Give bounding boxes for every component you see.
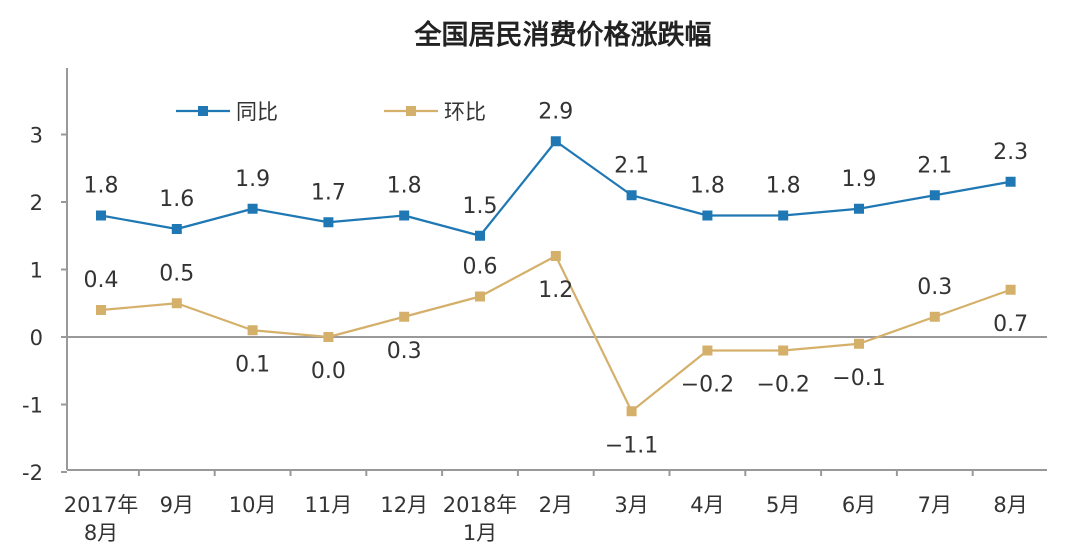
x-tick-label: 2017年 8月 (64, 493, 138, 545)
data-label: 1.6 (159, 187, 194, 212)
series-2-point (475, 291, 485, 302)
data-label: 0.3 (917, 275, 952, 300)
data-label: 1.9 (235, 167, 270, 192)
x-tick-label: 5月 (766, 493, 800, 517)
x-tick-label-line: 1月 (463, 521, 497, 545)
series-1-point (550, 136, 561, 147)
x-tick-label: 8月 (993, 493, 1027, 517)
data-label: 1.9 (842, 167, 877, 192)
x-tick-label-line: 3月 (614, 493, 648, 517)
x-tick-label-line: 4月 (690, 493, 724, 517)
x-tick-label-line: 10月 (229, 493, 277, 517)
x-tick-label-line: 6月 (842, 493, 876, 517)
series-1-point (702, 210, 713, 221)
x-tick-label: 7月 (918, 493, 952, 517)
x-tick-label: 2月 (539, 493, 573, 517)
data-label: −0.2 (681, 373, 734, 398)
y-tick-label: 1 (30, 259, 43, 283)
series-1-point (778, 210, 789, 221)
x-tick-label: 6月 (842, 493, 876, 517)
series-2-point (399, 311, 410, 322)
series-1-point (96, 210, 106, 221)
series-1-point (929, 190, 940, 201)
x-tick-label-line: 12月 (380, 493, 428, 517)
data-label: 2.1 (917, 153, 952, 178)
x-tick-label-line: 7月 (918, 493, 952, 517)
series-1-point (323, 217, 334, 228)
data-label: 1.8 (766, 174, 801, 199)
series-2-point (550, 251, 561, 261)
data-label: 0.1 (235, 352, 270, 377)
series-2-point (96, 305, 106, 315)
x-tick-label: 12月 (380, 493, 428, 517)
data-label: 2.1 (614, 153, 649, 178)
x-tick-label: 11月 (305, 493, 353, 517)
data-label: 0.3 (387, 339, 422, 364)
series-2-point (702, 345, 713, 356)
series-2-point (171, 298, 182, 309)
legend: 同比 环比 (176, 100, 486, 124)
x-tick-label: 4月 (690, 493, 724, 517)
data-label: 1.8 (387, 174, 422, 199)
x-tick-label-line: 2017年 (64, 493, 138, 517)
series-2-point (778, 345, 789, 356)
y-tick-label: -2 (22, 461, 43, 485)
data-label: −0.2 (756, 373, 809, 398)
data-label: 1.7 (311, 180, 346, 205)
x-tick-label: 9月 (160, 493, 194, 517)
series-1-point (399, 210, 410, 221)
data-label: −1.1 (605, 433, 658, 458)
data-label: 0.5 (159, 261, 194, 286)
y-tick-label: -1 (22, 394, 43, 418)
data-label: 1.8 (84, 174, 119, 199)
series-2-point (1005, 284, 1016, 295)
series-2-point (323, 332, 334, 342)
legend-label: 环比 (444, 100, 486, 124)
series-1-point (247, 203, 258, 214)
data-label: 1.5 (463, 194, 498, 219)
chart-title: 全国居民消费价格涨跌幅 (414, 19, 712, 51)
data-label: 0.0 (311, 359, 346, 384)
data-label: 0.6 (463, 255, 498, 280)
y-tick-label: 2 (30, 191, 43, 215)
series-1-point (1005, 176, 1016, 187)
data-labels: 1.8 1.6 1.9 1.7 1.8 1.5 2.9 2.1 1.8 1.8 1.9 2.1 2.3 0… (84, 99, 1029, 458)
legend-swatch-marker (406, 106, 416, 116)
data-label: 1.8 (690, 174, 725, 199)
y-tick-label: 3 (30, 124, 43, 148)
series-2-point (626, 406, 637, 417)
legend-label: 同比 (236, 100, 278, 124)
x-tick-label-line: 8月 (84, 521, 118, 545)
data-label: 2.9 (538, 99, 573, 124)
data-label: 0.4 (84, 268, 119, 293)
x-tick-label-line: 8月 (993, 493, 1027, 517)
x-tick-label: 10月 (229, 493, 277, 517)
series-group (96, 136, 1016, 417)
axes: 3 2 1 0 -1 -2 2017年 8月 9月 10月 11月 12月 2018年 1月 2月 3月 4月 5… (22, 68, 1047, 545)
x-tick-label-line: 2018年 (443, 493, 517, 517)
x-tick-label: 3月 (614, 493, 648, 517)
series-1-point (854, 203, 864, 214)
data-label: 1.2 (538, 278, 573, 303)
series-2-point (247, 325, 258, 336)
y-tick-label: 0 (30, 326, 43, 350)
series-2-point (929, 311, 940, 322)
legend-swatch-marker (198, 106, 208, 116)
series-1-point (475, 230, 485, 241)
x-tick-label-line: 5月 (766, 493, 800, 517)
series-1-point (171, 224, 182, 234)
series-2-point (854, 338, 864, 349)
x-tick-label-line: 2月 (539, 493, 573, 517)
series-1-point (626, 190, 637, 201)
data-label: 2.3 (993, 140, 1028, 165)
x-tick-label-line: 11月 (305, 493, 353, 517)
data-label: 0.7 (993, 312, 1028, 337)
x-tick-label: 2018年 1月 (443, 493, 517, 545)
data-label: −0.1 (832, 366, 885, 391)
x-tick-label-line: 9月 (160, 493, 194, 517)
